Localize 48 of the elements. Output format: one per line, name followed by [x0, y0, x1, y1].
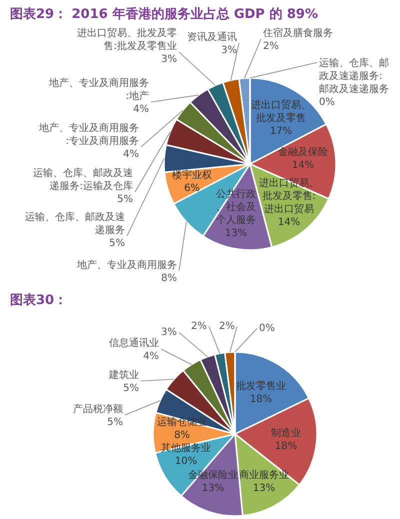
category-label: 运输、仓库、邮政及速递服务:邮政及速递服务 — [319, 58, 389, 95]
slice-label: 产品税净额 — [73, 403, 123, 415]
chart-title: 图表29： 2016 年香港的服务业占总 GDP 的 89% — [10, 6, 318, 22]
slice-label: 金融保险业 — [188, 469, 238, 481]
slice-label: 地产、专业及商用服务:专业及商用服务 — [38, 122, 139, 147]
data-label: 3% — [161, 54, 177, 65]
data-label: 13% — [252, 483, 276, 494]
data-label: 5% — [107, 417, 123, 428]
data-label: 8% — [174, 430, 190, 441]
slice-label: 进出口贸易、批发及零售:进出口贸易 — [259, 177, 319, 215]
data-label: 4% — [133, 104, 149, 115]
text: 0% — [319, 97, 335, 108]
slice-label: 楼宇业权 — [172, 169, 212, 181]
slice-label: 地产、专业及商用服务:地产 — [48, 77, 149, 102]
slice-label: 批发零售业 — [236, 380, 286, 392]
data-label: 5% — [109, 238, 125, 249]
data-label: 6% — [184, 183, 200, 194]
data-label: 13% — [202, 483, 224, 494]
slice-label: 进出口贸易、批发及零售 — [251, 99, 311, 124]
slice-label: 住宿及膳食服务 — [263, 27, 333, 39]
data-label: 2% — [263, 41, 279, 52]
data-label: 13% — [224, 228, 248, 239]
slice-label: 进出口贸易、批发及零售:批发及零售业 — [77, 27, 177, 52]
slice-label: 信息通讯业 — [109, 337, 159, 349]
slice-label: 资讯及通讯 — [187, 31, 237, 43]
slice-label: 运输、仓库、邮政及速递服务:运输及仓库 — [33, 167, 133, 192]
text: 0% — [259, 323, 275, 334]
slice-label: 建筑业 — [108, 369, 139, 381]
data-label: 2% — [219, 321, 235, 332]
data-label: 17% — [270, 126, 292, 137]
data-label: 14% — [278, 217, 300, 228]
data-label: 14% — [292, 160, 314, 171]
data-label: 5% — [117, 194, 133, 205]
data-label: 10% — [174, 456, 198, 467]
slice-label: 金融及保险 — [278, 146, 328, 158]
data-label: 3% — [221, 45, 237, 56]
chart-title: 图表30： — [10, 293, 68, 308]
data-label: 4% — [123, 149, 139, 160]
data-label: 5% — [123, 383, 139, 394]
slice-label: 运输、仓库、邮政及速递服务 — [25, 211, 125, 236]
data-label: 4% — [143, 351, 159, 362]
data-label: 18% — [250, 394, 272, 405]
data-label: 8% — [161, 273, 177, 284]
slice-label: 地产、专业及商用服务 — [76, 259, 177, 271]
slice-label: 制造业 — [271, 427, 301, 439]
data-label: 3% — [161, 327, 177, 338]
data-label: 18% — [274, 441, 298, 452]
data-label: 2% — [191, 321, 207, 332]
